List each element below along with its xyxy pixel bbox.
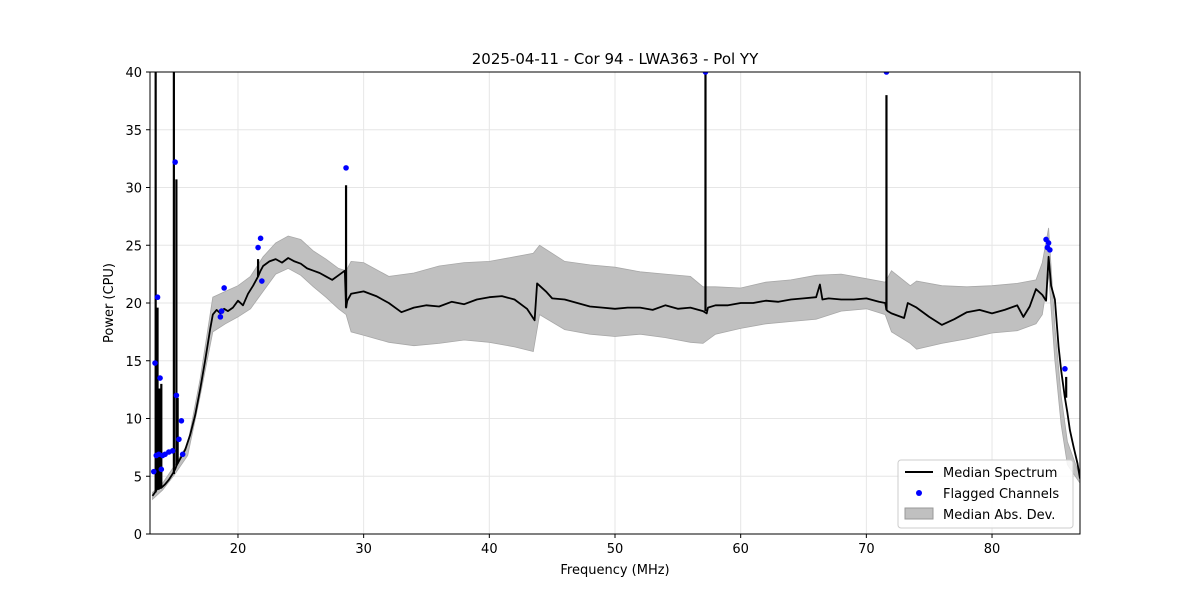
x-tick-label: 50	[607, 542, 624, 557]
flagged-point	[173, 392, 180, 399]
flagged-point	[179, 451, 186, 458]
x-tick-label: 30	[355, 542, 372, 557]
x-tick-label: 60	[732, 542, 749, 557]
flagged-point	[158, 466, 165, 473]
y-tick-label: 15	[125, 355, 142, 370]
y-tick-label: 40	[125, 66, 142, 81]
flagged-point	[702, 72, 709, 75]
flagged-point	[154, 294, 161, 301]
y-tick-label: 10	[125, 413, 142, 428]
legend-median-label: Median Spectrum	[943, 466, 1057, 481]
x-axis-label: Frequency (MHz)	[560, 563, 669, 578]
y-tick-label: 0	[134, 528, 142, 543]
y-tick-label: 5	[134, 470, 142, 485]
flagged-point	[169, 448, 176, 454]
flagged-point	[218, 308, 225, 314]
x-tick-label: 20	[230, 542, 247, 557]
y-tick-label: 35	[125, 124, 142, 139]
flagged-point	[343, 165, 349, 171]
flagged-point	[255, 244, 261, 251]
y-axis-label: Power (CPU)	[102, 263, 117, 343]
legend-box	[897, 459, 1074, 529]
flagged-point	[1045, 240, 1052, 246]
chart-title: 2025-04-11 - Cor 94 - LWA363 - Pol YY	[472, 50, 759, 68]
x-axis: 20 30 40 50 60 70 80	[230, 534, 1001, 557]
y-tick-label: 20	[125, 297, 142, 312]
legend-flagged-marker	[916, 490, 922, 496]
y-tick-label: 30	[125, 182, 142, 197]
flagged-point	[221, 285, 227, 291]
flagged-point	[259, 278, 265, 284]
legend: Median Spectrum Flagged Channels Median …	[897, 459, 1074, 529]
x-tick-label: 80	[984, 542, 1001, 557]
flagged-point	[883, 72, 890, 75]
flagged-point	[257, 235, 264, 242]
flagged-point	[152, 360, 158, 366]
median-spectrum-line	[151, 255, 1080, 497]
x-tick-label: 70	[858, 542, 875, 557]
flagged-point	[176, 436, 182, 443]
y-axis: 0 5 10 15 20 25 30 35 40	[125, 66, 150, 543]
flagged-point	[157, 375, 163, 381]
flagged-point	[1062, 366, 1068, 372]
flagged-point	[172, 159, 178, 165]
x-tick-label: 40	[481, 542, 498, 557]
mad-band	[152, 227, 1080, 501]
flagged-point	[217, 314, 224, 320]
flagged-point	[178, 418, 185, 424]
y-tick-label: 25	[125, 239, 142, 254]
flagged-point	[1047, 247, 1053, 253]
legend-mad-label: Median Abs. Dev.	[943, 508, 1055, 523]
flagged-point	[150, 468, 157, 475]
legend-mad-swatch	[904, 507, 934, 520]
plot-area	[150, 72, 1080, 501]
legend-flagged-label: Flagged Channels	[943, 487, 1059, 502]
